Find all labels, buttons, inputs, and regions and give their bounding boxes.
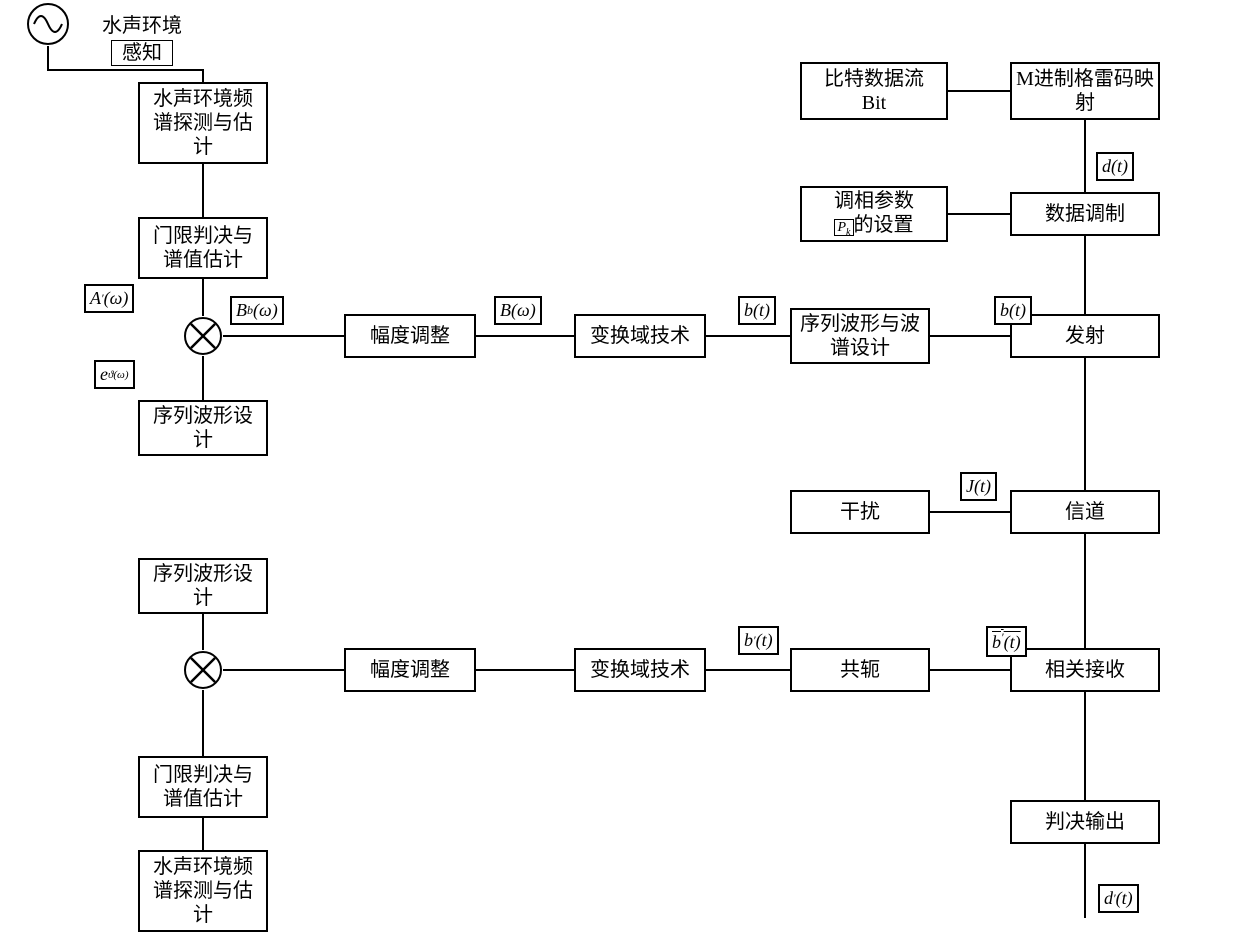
node-spectrum-detect-bot: 水声环境频谱探测与估计 xyxy=(138,850,268,932)
node-channel: 信道 xyxy=(1010,490,1160,534)
title-line2: 感知 xyxy=(111,40,173,66)
node-threshold-bot: 门限判决与谱值估计 xyxy=(138,756,268,818)
node-correlation-rx: 相关接收 xyxy=(1010,648,1160,692)
title-line1: 水声环境 xyxy=(96,14,188,38)
node-phase-param-text: 调相参数Pk的设置 xyxy=(834,189,914,239)
node-phase-param: 调相参数Pk的设置 xyxy=(800,186,948,242)
node-bitstream: 比特数据流 Bit xyxy=(800,62,948,120)
source-icon xyxy=(26,2,70,46)
node-transform-top: 变换域技术 xyxy=(574,314,706,358)
label-B-omega: B(ω) xyxy=(494,296,542,325)
label-Bb-omega: Bb(ω) xyxy=(230,296,284,325)
label-dt: d(t) xyxy=(1096,152,1134,181)
label-e-theta: eϑ(ω) xyxy=(94,360,135,389)
label-bt-1: b(t) xyxy=(738,296,776,325)
node-transform-bot: 变换域技术 xyxy=(574,648,706,692)
multiplier-icon-top xyxy=(183,316,223,356)
node-spectrum-detect-top: 水声环境频谱探测与估计 xyxy=(138,82,268,164)
label-bt-2: b(t) xyxy=(994,296,1032,325)
node-decision-out: 判决输出 xyxy=(1010,800,1160,844)
node-transmit: 发射 xyxy=(1010,314,1160,358)
label-Jt: J(t) xyxy=(960,472,997,501)
title: 水声环境 感知 xyxy=(96,14,188,66)
label-bpt-1: b′(t) xyxy=(738,626,779,655)
label-bpt-2: b′(t) xyxy=(986,626,1027,657)
multiplier-icon-bot xyxy=(183,650,223,690)
node-gray-code: M进制格雷码映射 xyxy=(1010,62,1160,120)
node-amplitude-bot: 幅度调整 xyxy=(344,648,476,692)
node-seq-spectrum-design: 序列波形与波谱设计 xyxy=(790,308,930,364)
node-seq-design-bot: 序列波形设计 xyxy=(138,558,268,614)
node-amplitude-top: 幅度调整 xyxy=(344,314,476,358)
node-conjugate: 共轭 xyxy=(790,648,930,692)
node-seq-design-top: 序列波形设计 xyxy=(138,400,268,456)
node-interference: 干扰 xyxy=(790,490,930,534)
label-A-omega: A′(ω) xyxy=(84,284,134,313)
node-data-mod: 数据调制 xyxy=(1010,192,1160,236)
label-dpt: d′(t) xyxy=(1098,884,1139,913)
node-threshold-top: 门限判决与谱值估计 xyxy=(138,217,268,279)
